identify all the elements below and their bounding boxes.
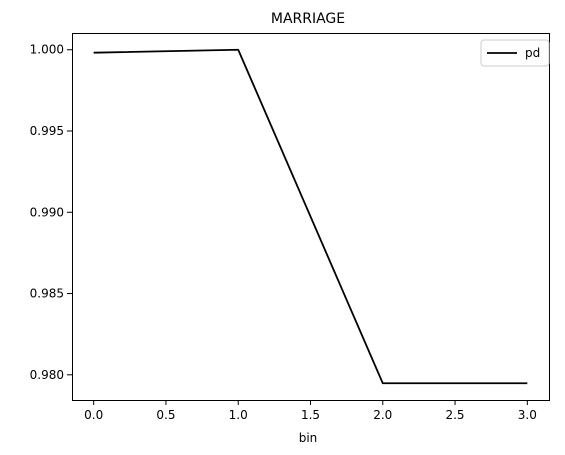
x-tick-label: 0.0	[84, 408, 103, 422]
chart-title: MARRIAGE	[271, 11, 345, 27]
x-tick-label: 1.0	[229, 408, 248, 422]
y-tick-label: 0.990	[30, 205, 64, 219]
x-axis-ticks: 0.0 0.5 1.0 1.5 2.0 2.5 3.0	[84, 400, 537, 422]
y-tick-label: 0.980	[30, 368, 64, 382]
plot-frame	[72, 33, 550, 401]
y-tick-label: 0.995	[30, 124, 64, 138]
y-tick-label: 0.985	[30, 287, 64, 301]
x-tick-label: 0.5	[156, 408, 175, 422]
legend-label-pd: pd	[525, 46, 540, 60]
x-tick-label: 2.5	[445, 408, 464, 422]
x-tick-label: 2.0	[373, 408, 392, 422]
x-tick-label: 1.5	[301, 408, 320, 422]
x-tick-label: 3.0	[518, 408, 537, 422]
y-tick-label: 1.000	[30, 43, 64, 57]
legend: pd	[480, 39, 550, 67]
series-layer	[93, 48, 528, 385]
series-line-pd	[93, 48, 528, 385]
x-axis-label: bin	[299, 431, 318, 445]
y-axis-ticks: 0.980 0.985 0.990 0.995 1.000	[30, 43, 72, 382]
